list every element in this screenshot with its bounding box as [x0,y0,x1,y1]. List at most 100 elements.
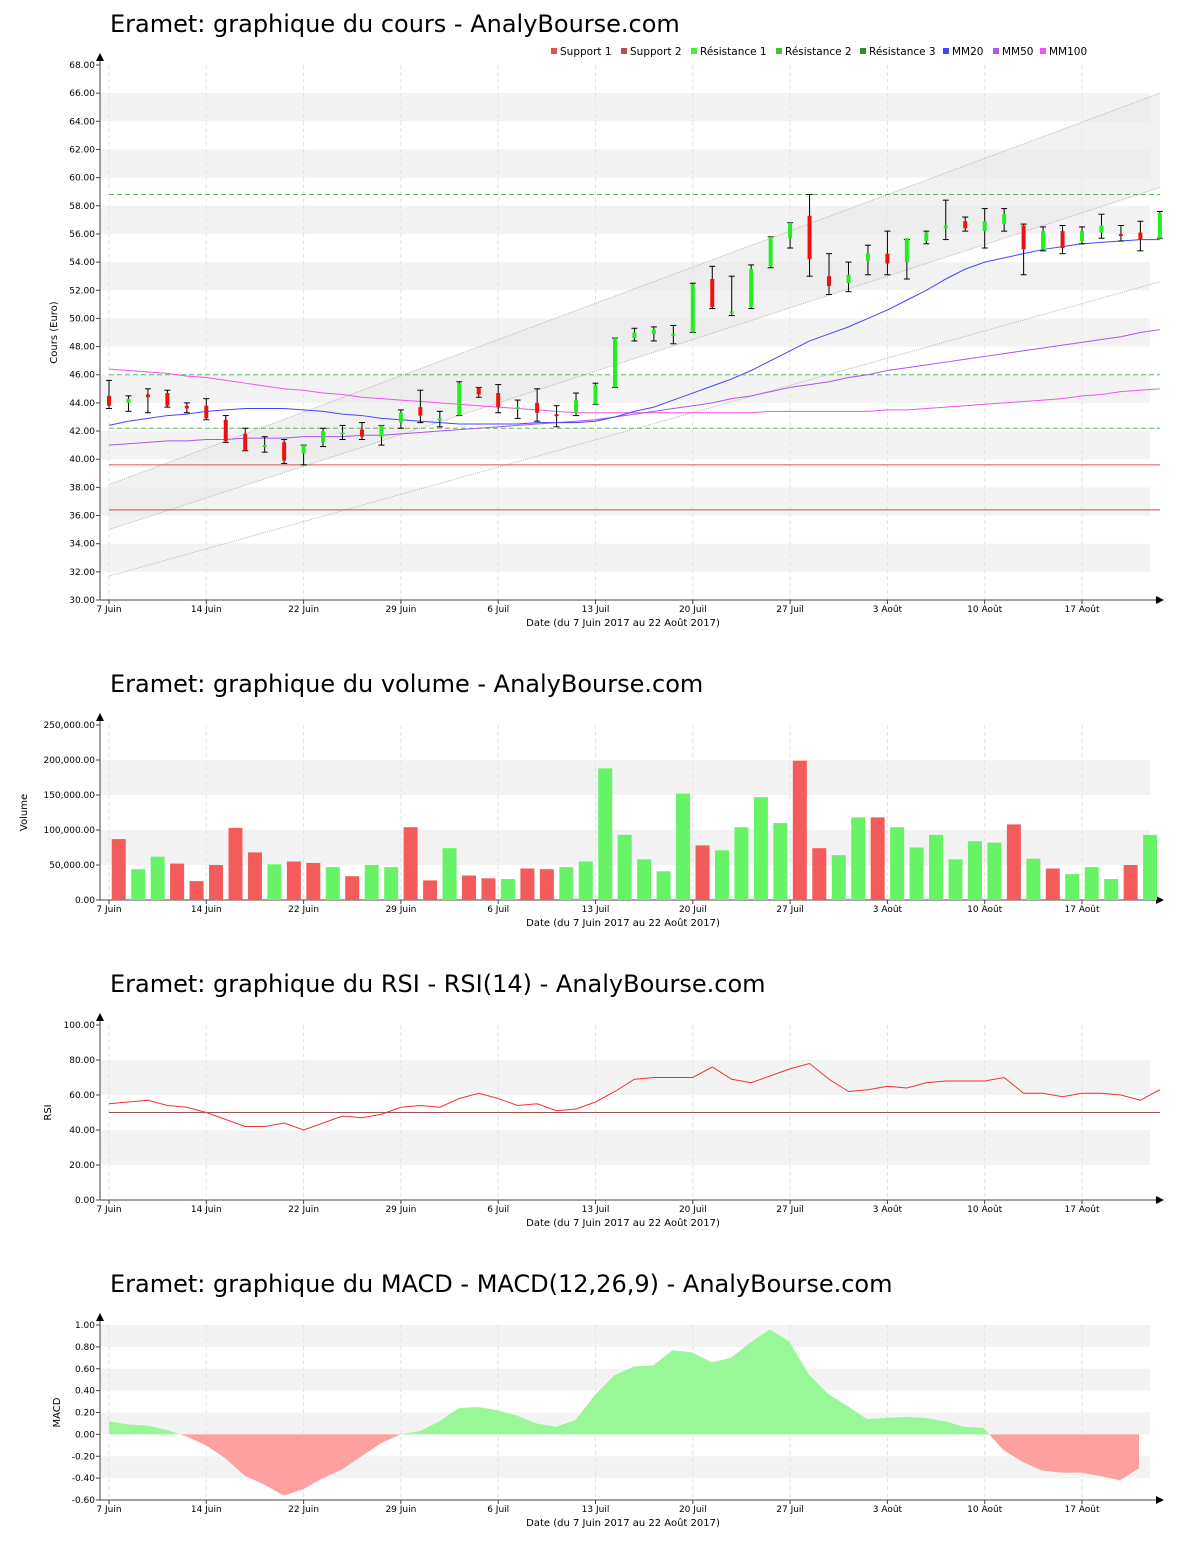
x-tick-label: 13 Juil [582,1205,610,1215]
trend-channel-middle-line [108,187,1160,530]
candle-body [593,384,598,405]
y-tick-label: 46.00 [69,371,95,381]
candle-body [671,333,676,336]
candle-body [321,431,326,443]
candle [1156,210,1163,239]
macd-negative-area [109,1434,1139,1496]
x-tick-label: 22 Juin [288,605,319,615]
candle-body [788,222,793,239]
legend-swatch [551,48,557,54]
candle-body [807,215,812,260]
candle [300,444,307,466]
volume-bar [929,834,944,900]
y-tick-label: 48.00 [69,343,95,353]
candle [923,230,930,245]
x-tick-label: 17 Août [1064,605,1100,615]
y-tick-label: 100,000.00 [43,826,95,836]
candle-body [632,332,637,339]
x-tick-label: 27 Juil [776,1205,804,1215]
x-tick-label: 3 Août [873,605,903,615]
rsi-chart-panel: Eramet: graphique du RSI - RSI(14) - Ana… [0,960,1200,1240]
y-axis-label: MACD [52,1397,63,1427]
y-tick-label: 52.00 [69,286,95,296]
x-tick-label: 20 Juil [679,905,707,915]
legend-label: Résistance 2 [785,46,852,58]
volume-bar [131,869,146,900]
grid-band [100,374,1150,403]
candle-body [107,395,111,406]
y-tick-label: -0.40 [72,1474,96,1484]
y-tick-label: 34.00 [69,540,95,550]
candle-body [379,425,384,437]
y-tick-label: 62.00 [69,145,95,155]
legend-swatch [691,48,697,54]
grid-band [100,760,1150,795]
legend-swatch [776,48,782,54]
y-axis-label: Cours (Euro) [49,301,60,364]
legend-item: MM20 [943,46,983,58]
legend-item: Résistance 1 [691,46,767,58]
candle [183,402,190,414]
volume-bar [578,861,593,900]
volume-bar [286,861,301,900]
price-chart-panel: Eramet: graphique du cours - AnalyBourse… [0,0,1200,640]
candle-body [184,405,189,409]
candle [1040,226,1047,252]
candle [981,208,988,249]
y-tick-label: 250,000.00 [43,721,95,731]
candle-body [1041,231,1046,250]
x-tick-label: 17 Août [1064,905,1100,915]
x-tick-label: 3 Août [873,1505,903,1515]
volume-bar [1104,879,1119,900]
candle [417,389,424,424]
candle-body [1157,212,1162,239]
x-tick-label: 7 Juin [96,605,121,615]
candle [903,238,910,280]
candle [125,395,132,412]
x-tick-label: 27 Juil [776,905,804,915]
candle-body [612,338,617,388]
volume-bar [1026,858,1041,900]
candle-body [126,398,131,403]
candle-body [262,445,267,448]
candle [864,244,871,276]
legend-swatch [860,48,866,54]
legend-swatch [993,48,999,54]
candle-body [418,407,423,416]
candle [106,379,112,410]
x-tick-label: 6 Juil [487,1205,509,1215]
volume-bar [967,841,982,900]
volume-chart: 0.00 50,000.00 100,000.00 150,000.00 200,000… [19,713,1164,929]
candle [456,381,463,417]
volume-chart-panel: Eramet: graphique du volume - AnalyBours… [0,660,1200,940]
volume-bar [462,875,477,900]
legend-label: MM20 [952,46,983,58]
x-axis-arrow [1156,1196,1164,1204]
volume-bar [637,859,652,900]
macd-positive-area [109,1329,1139,1435]
volume-bar [345,876,360,900]
candle-body [846,274,851,284]
x-axis-arrow [1156,1496,1164,1504]
volume-bar [617,834,632,900]
y-tick-label: 200,000.00 [43,756,95,766]
y-tick-label: 38.00 [69,483,95,493]
candle [495,384,502,414]
x-tick-label: 14 Juin [191,605,222,615]
volume-bar [189,881,204,900]
candle [748,264,755,310]
x-tick-label: 17 Août [1064,1505,1100,1515]
candle [962,216,969,232]
candle-body [554,414,559,417]
candle [767,236,774,269]
grid-band [100,93,1150,122]
x-tick-label: 29 Juin [385,1505,416,1515]
x-tick-label: 13 Juil [582,605,610,615]
x-tick-label: 10 Août [967,905,1003,915]
y-tick-label: 0.40 [75,1387,95,1397]
legend-label: MM50 [1002,46,1033,58]
volume-bar [773,823,788,900]
y-tick-label: -0.60 [72,1496,96,1506]
candle-body [457,383,462,416]
volume-bar [792,760,807,900]
